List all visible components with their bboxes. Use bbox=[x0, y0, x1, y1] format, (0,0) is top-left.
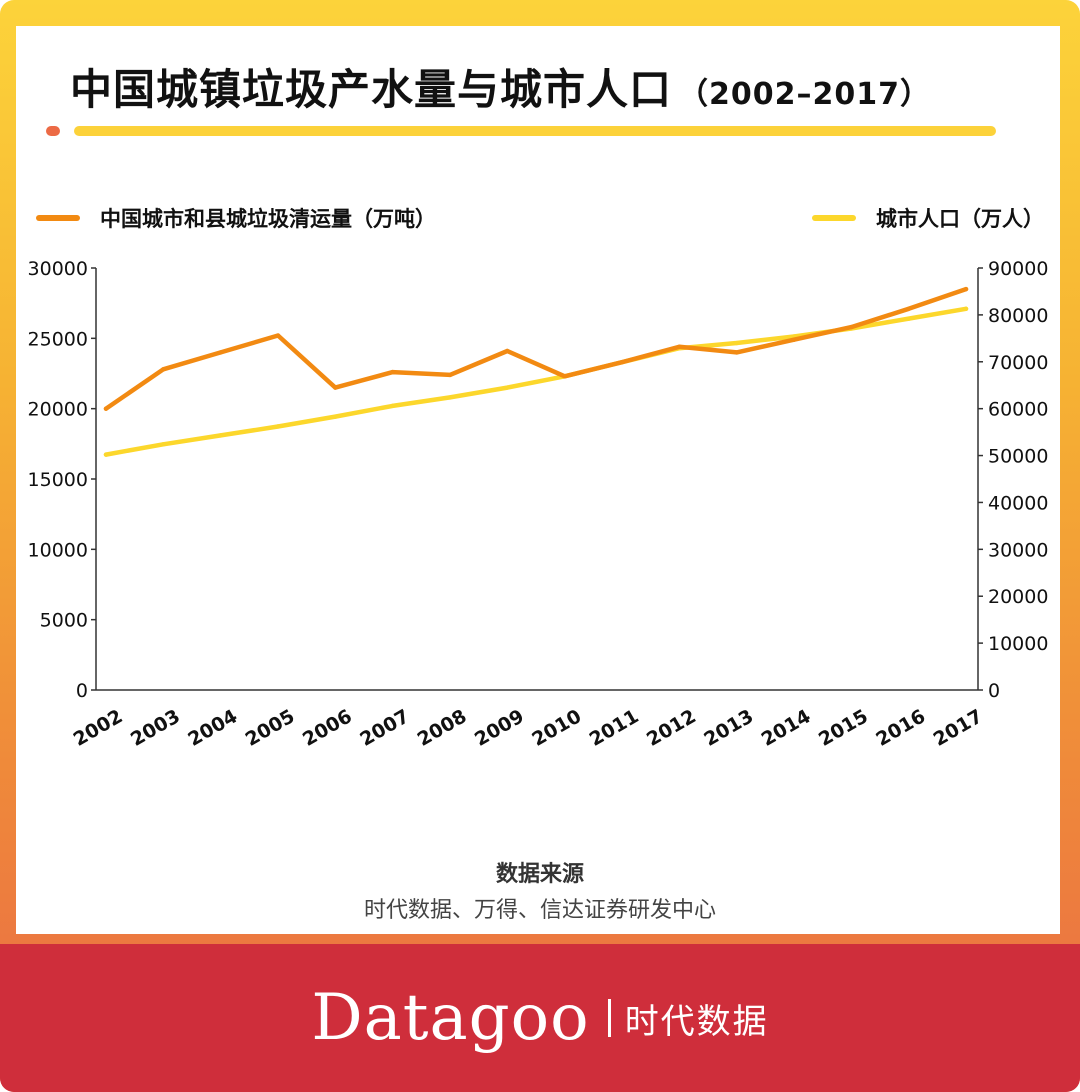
y-left-tick-label: 15000 bbox=[28, 469, 88, 491]
x-tick-label: 2008 bbox=[414, 705, 471, 750]
population-data-point bbox=[103, 452, 109, 457]
x-tick-label: 2007 bbox=[356, 705, 413, 750]
x-tick-label: 2006 bbox=[299, 705, 356, 750]
population-data-point bbox=[218, 433, 223, 438]
footer-banner: Datagoo 时代数据 bbox=[0, 944, 1080, 1092]
garbage-data-point bbox=[562, 374, 567, 379]
title-underline-bar bbox=[74, 126, 996, 136]
garbage-data-point bbox=[734, 350, 739, 355]
y-left-tick-label: 25000 bbox=[28, 328, 88, 350]
population-data-point bbox=[333, 414, 338, 419]
garbage-data-point bbox=[849, 324, 854, 330]
x-tick-label: 2003 bbox=[127, 705, 184, 750]
y-right-tick-label: 0 bbox=[988, 680, 1000, 702]
brand-separator bbox=[607, 999, 611, 1037]
garbage-data-point bbox=[103, 406, 109, 411]
x-tick-label: 2009 bbox=[471, 705, 528, 750]
population-data-point bbox=[906, 316, 911, 321]
brand-name-cn: 时代数据 bbox=[624, 1001, 769, 1042]
y-right-tick-label: 60000 bbox=[988, 399, 1048, 421]
garbage-data-point bbox=[906, 306, 911, 311]
y-right-tick-label: 40000 bbox=[988, 492, 1048, 514]
title-main: 中国城镇垃圾产水量与城市人口 bbox=[70, 65, 673, 114]
population-data-point bbox=[734, 340, 739, 346]
x-tick-label: 2013 bbox=[700, 705, 757, 750]
x-tick-label: 2015 bbox=[815, 705, 872, 750]
y-right-tick-label: 90000 bbox=[988, 258, 1048, 280]
source-text: 时代数据、万得、信达证券研发中心 bbox=[363, 898, 716, 923]
x-tick-label: 2010 bbox=[528, 705, 585, 750]
brand-logo: Datagoo bbox=[311, 981, 590, 1055]
y-right-tick-label: 10000 bbox=[988, 633, 1048, 655]
population-data-point bbox=[275, 424, 281, 429]
y-right-tick-label: 70000 bbox=[988, 352, 1048, 374]
population-data-point bbox=[447, 395, 453, 400]
garbage-data-point bbox=[791, 337, 797, 342]
garbage-data-point bbox=[619, 360, 625, 365]
garbage-data-point bbox=[447, 372, 453, 378]
y-right-tick-label: 80000 bbox=[988, 305, 1048, 327]
x-tick-label: 2005 bbox=[242, 705, 299, 750]
y-right-tick-label: 50000 bbox=[988, 446, 1048, 468]
garbage-data-point bbox=[218, 350, 223, 355]
y-right-tick-label: 20000 bbox=[988, 586, 1048, 608]
source-heading: 数据来源 bbox=[495, 862, 584, 887]
population-data-point bbox=[161, 442, 166, 447]
title-accent-dot bbox=[46, 126, 60, 136]
legend-garbage-label: 中国城市和县城垃圾清运量（万吨） bbox=[100, 207, 436, 231]
series-garbage-line bbox=[103, 286, 969, 411]
legend-population-label: 城市人口（万人） bbox=[876, 207, 1044, 231]
legend-population-swatch bbox=[812, 215, 856, 221]
garbage-data-point bbox=[333, 385, 338, 390]
population-data-point bbox=[963, 306, 969, 311]
y-left-tick-label: 0 bbox=[76, 680, 88, 702]
x-tick-label: 2011 bbox=[586, 705, 643, 750]
population-data-point bbox=[505, 385, 510, 390]
garbage-data-point bbox=[505, 348, 510, 354]
garbage-data-point bbox=[677, 344, 682, 349]
x-tick-label: 2017 bbox=[930, 705, 987, 750]
x-tick-label: 2002 bbox=[70, 705, 127, 750]
y-left-tick-label: 5000 bbox=[40, 610, 88, 632]
chart-panel bbox=[16, 26, 1060, 934]
y-right-tick-label: 30000 bbox=[988, 539, 1048, 561]
population-data-point bbox=[390, 403, 395, 409]
garbage-data-point bbox=[390, 369, 395, 375]
x-tick-label: 2014 bbox=[758, 705, 815, 750]
legend-population: 城市人口（万人） bbox=[812, 200, 1044, 236]
y-left-tick-label: 30000 bbox=[28, 258, 88, 280]
y-left-tick-label: 20000 bbox=[28, 399, 88, 421]
x-tick-label: 2004 bbox=[184, 705, 241, 750]
garbage-data-point bbox=[275, 333, 281, 338]
chart-title: 中国城镇垃圾产水量与城市人口 （2002–2017） bbox=[70, 58, 1030, 122]
garbage-data-point bbox=[161, 367, 166, 372]
title-range: （2002–2017） bbox=[678, 77, 932, 112]
x-tick-label: 2016 bbox=[872, 705, 929, 750]
x-tick-label: 2012 bbox=[643, 705, 700, 750]
y-left-tick-label: 10000 bbox=[28, 539, 88, 561]
legend-garbage: 中国城市和县城垃圾清运量（万吨） bbox=[36, 200, 436, 236]
legend-garbage-swatch bbox=[36, 215, 80, 221]
garbage-data-point bbox=[963, 286, 969, 292]
